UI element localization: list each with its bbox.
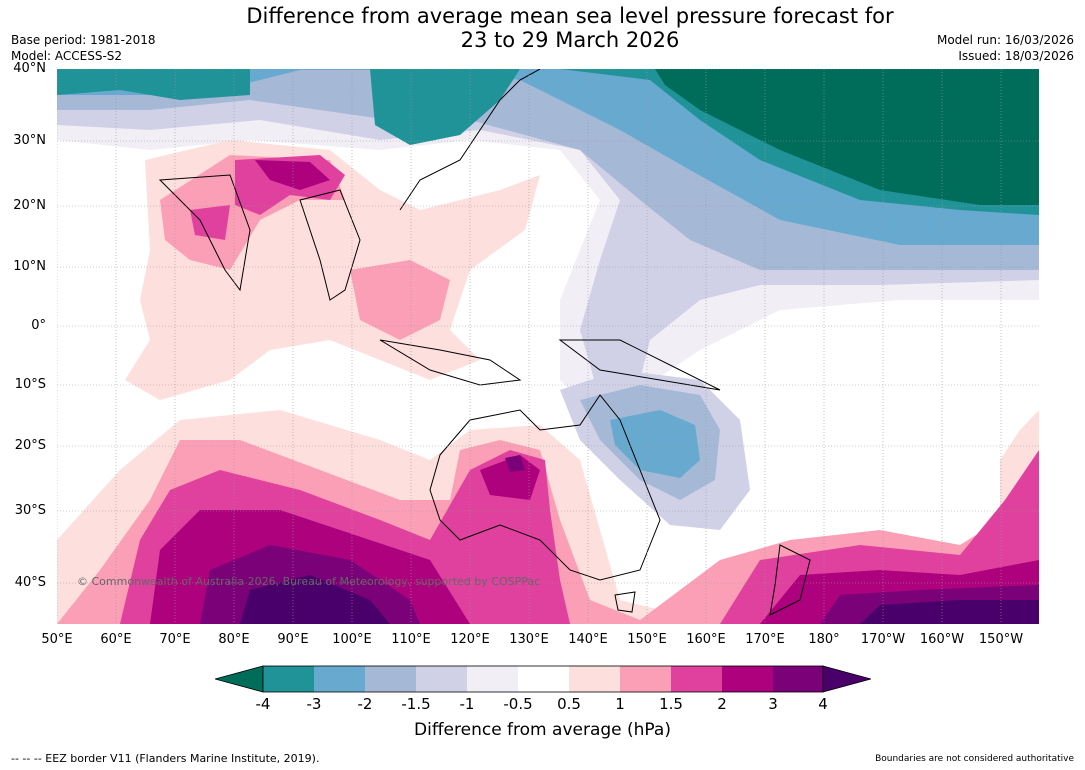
lon-label: 170°W bbox=[860, 632, 906, 647]
colorbar-tick: 1.5 bbox=[659, 695, 683, 713]
lat-label: 20°S bbox=[14, 438, 46, 453]
colorbar-tick: -1.5 bbox=[401, 695, 431, 713]
colorbar-frame bbox=[262, 665, 824, 693]
contour-neg-extreme-asia bbox=[57, 69, 250, 100]
lon-label: 60°E bbox=[100, 632, 132, 647]
graticule bbox=[57, 69, 1039, 624]
colorbar-tick: 1 bbox=[615, 695, 625, 713]
lon-label: 150°W bbox=[978, 632, 1024, 647]
colorbar-bin bbox=[365, 666, 416, 692]
colorbar-tick: 3 bbox=[768, 695, 778, 713]
boundaries-disclaimer: Boundaries are not considered authoritat… bbox=[875, 754, 1074, 764]
colorbar-bin bbox=[722, 666, 773, 692]
lon-label: 140°E bbox=[568, 632, 608, 647]
map-field bbox=[57, 69, 1039, 624]
lon-label: 130°E bbox=[509, 632, 549, 647]
lon-label: 170°E bbox=[745, 632, 785, 647]
colorbar-bin bbox=[314, 666, 365, 692]
lon-label: 50°E bbox=[41, 632, 73, 647]
contour-pos-asia-1 bbox=[160, 155, 450, 340]
meta-left: Base period: 1981-2018 Model: ACCESS-S2 bbox=[11, 32, 156, 64]
colorbar-tick: -4 bbox=[255, 695, 271, 713]
lon-label: 80°E bbox=[218, 632, 250, 647]
lon-label: 180° bbox=[808, 632, 840, 647]
colorbar-bin bbox=[467, 666, 518, 692]
colorbar-bin bbox=[263, 666, 314, 692]
base-period: Base period: 1981-2018 bbox=[11, 33, 156, 47]
lon-label: 90°E bbox=[277, 632, 309, 647]
colorbar-bin bbox=[569, 666, 620, 692]
model-name: Model: ACCESS-S2 bbox=[11, 49, 123, 63]
colorbar bbox=[215, 665, 871, 693]
lat-label: 10°S bbox=[14, 377, 46, 392]
lat-label: 40°S bbox=[14, 575, 46, 590]
contour-neg-3-japan bbox=[370, 69, 520, 145]
lat-label: 30°S bbox=[14, 503, 46, 518]
lon-label: 160°W bbox=[919, 632, 965, 647]
lat-label: 40°N bbox=[13, 61, 46, 76]
lat-label: 20°N bbox=[13, 198, 46, 213]
colorbar-tick: 0.5 bbox=[557, 695, 581, 713]
colorbar-tick: 2 bbox=[717, 695, 727, 713]
colorbar-tick: -1 bbox=[459, 695, 475, 713]
lat-label: 10°N bbox=[13, 259, 46, 274]
colorbar-tick: -3 bbox=[306, 695, 322, 713]
lon-label: 160°E bbox=[686, 632, 726, 647]
lat-label: 0° bbox=[31, 318, 46, 333]
colorbar-under-arrow bbox=[215, 665, 264, 693]
colorbar-bin bbox=[620, 666, 671, 692]
contour-neg-extreme bbox=[655, 69, 1039, 205]
copyright-notice: © Commonwealth of Australia 2026, Bureau… bbox=[77, 575, 541, 588]
lat-label: 30°N bbox=[13, 133, 46, 148]
contour-pos-asia-2 bbox=[255, 160, 330, 190]
colorbar-bin bbox=[416, 666, 467, 692]
anomaly-map bbox=[57, 69, 1039, 624]
colorbar-bin bbox=[773, 666, 823, 692]
lon-label: 70°E bbox=[159, 632, 191, 647]
lon-label: 150°E bbox=[627, 632, 667, 647]
lon-label: 100°E bbox=[332, 632, 372, 647]
coastlines bbox=[158, 69, 811, 616]
colorbar-over-arrow bbox=[822, 665, 871, 693]
colorbar-bin bbox=[671, 666, 722, 692]
lon-label: 120°E bbox=[450, 632, 490, 647]
contour-pos-south-4 bbox=[240, 575, 1039, 624]
title-line-1: Difference from average mean sea level p… bbox=[246, 4, 894, 28]
colorbar-tick: -2 bbox=[357, 695, 373, 713]
colorbar-bin bbox=[518, 666, 569, 692]
model-run: Model run: 16/03/2026 bbox=[936, 33, 1074, 47]
colorbar-label: Difference from average (hPa) bbox=[414, 720, 671, 740]
chart-title: Difference from average mean sea level p… bbox=[150, 4, 990, 52]
meta-right: Model run: 16/03/2026 Issued: 18/03/2026 bbox=[937, 32, 1074, 64]
colorbar-tick: -0.5 bbox=[503, 695, 533, 713]
lon-label: 110°E bbox=[391, 632, 431, 647]
colorbar-tick: 4 bbox=[818, 695, 828, 713]
issued-date: Issued: 18/03/2026 bbox=[958, 49, 1074, 63]
eez-border-note: -- -- -- EEZ border V11 (Flanders Marine… bbox=[11, 752, 320, 765]
contour-neg-coral-3 bbox=[610, 410, 700, 478]
title-line-2: 23 to 29 March 2026 bbox=[460, 28, 680, 52]
